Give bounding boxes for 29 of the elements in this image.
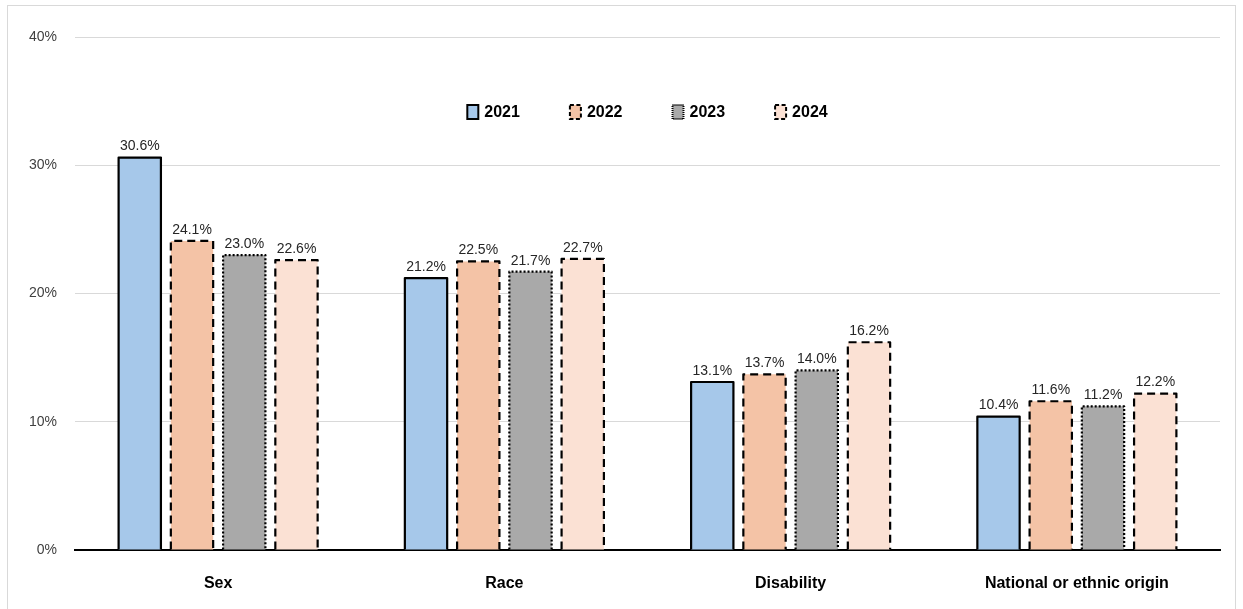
data-label: 24.1% [172, 220, 212, 237]
y-tick-label: 30% [28, 156, 57, 173]
x-tick-label: Race [485, 574, 524, 592]
data-label: 21.7% [510, 251, 551, 268]
data-label: 16.2% [849, 322, 889, 339]
data-label: 13.7% [744, 354, 785, 371]
x-tick-label: Sex [203, 574, 233, 592]
data-label: 30.6% [119, 137, 160, 154]
y-tick-label: 40% [28, 27, 57, 44]
data-label: 22.5% [458, 241, 499, 258]
legend-label: 2021 [484, 103, 521, 121]
legend-label: 2023 [689, 103, 726, 121]
data-label: 12.2% [1135, 373, 1176, 390]
data-label: 22.6% [276, 240, 317, 257]
data-label: 22.7% [562, 238, 603, 255]
data-label: 21.2% [406, 257, 446, 274]
data-label: 23.0% [224, 234, 265, 251]
data-label: 13.1% [692, 361, 733, 378]
data-label: 11.2% [1083, 386, 1123, 403]
legend-label: 2022 [586, 103, 623, 121]
x-tick-label: Disability [755, 574, 827, 592]
y-tick-label: 10% [28, 412, 57, 429]
x-tick-label: National or ethnic origin [984, 574, 1169, 592]
data-label: 14.0% [796, 350, 837, 367]
data-label: 10.4% [978, 396, 1019, 413]
legend-label: 2024 [792, 103, 828, 121]
y-tick-label: 20% [28, 284, 57, 301]
data-label: 11.6% [1031, 381, 1071, 398]
y-tick-label: 0% [36, 540, 57, 557]
